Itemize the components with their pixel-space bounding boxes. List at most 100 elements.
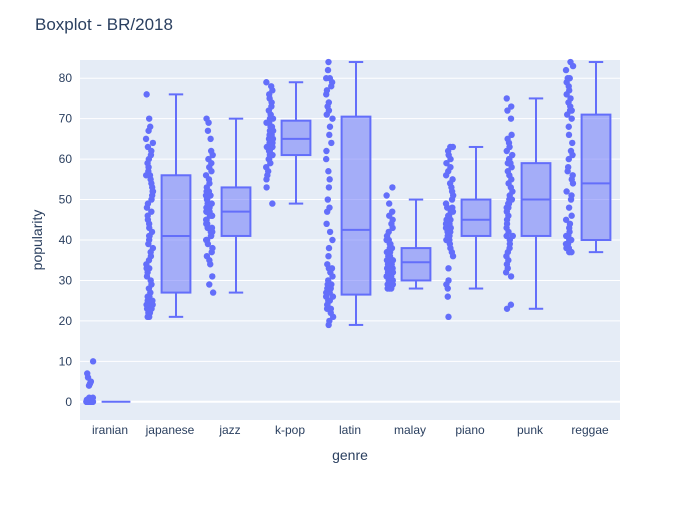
data-points bbox=[83, 58, 577, 405]
y-tick-label: 0 bbox=[65, 395, 72, 409]
data-point-jazz bbox=[209, 289, 217, 296]
data-point-jazz bbox=[202, 172, 210, 179]
data-point-reggae bbox=[567, 58, 574, 66]
data-point-reggae bbox=[565, 155, 572, 163]
data-point-latin bbox=[323, 220, 330, 228]
data-point-latin bbox=[324, 66, 332, 74]
data-point-punk bbox=[507, 301, 515, 308]
data-point-japanese bbox=[145, 115, 153, 122]
box-jazz bbox=[220, 117, 252, 294]
chart-title: Boxplot - BR/2018 bbox=[35, 15, 173, 34]
data-point-reggae bbox=[562, 216, 570, 223]
box-latin bbox=[340, 61, 372, 326]
data-point-reggae bbox=[565, 131, 573, 139]
data-point-iranian bbox=[89, 358, 97, 365]
data-point-reggae bbox=[565, 123, 572, 130]
data-point-punk bbox=[509, 232, 516, 240]
data-point-k-pop bbox=[269, 200, 276, 207]
data-point-piano bbox=[447, 163, 454, 171]
box-iqr-piano bbox=[460, 198, 492, 237]
data-point-piano bbox=[445, 265, 452, 272]
data-point-jazz bbox=[204, 127, 212, 134]
data-point-reggae bbox=[567, 147, 575, 155]
y-tick-label: 20 bbox=[59, 314, 73, 328]
data-point-japanese bbox=[143, 91, 150, 98]
data-point-jazz bbox=[202, 216, 210, 223]
box-punk bbox=[520, 97, 552, 310]
data-point-iranian bbox=[84, 370, 91, 377]
data-point-piano bbox=[449, 204, 456, 211]
data-point-punk bbox=[504, 107, 511, 114]
data-point-piano bbox=[445, 313, 452, 321]
data-point-reggae bbox=[567, 95, 574, 102]
x-tick-label-malay: malay bbox=[394, 423, 426, 437]
box-malay bbox=[400, 198, 432, 290]
x-tick-label-reggae: reggae bbox=[571, 423, 609, 437]
data-point-reggae bbox=[563, 188, 570, 195]
data-point-latin bbox=[325, 184, 333, 191]
data-point-jazz bbox=[203, 252, 211, 260]
data-point-punk bbox=[504, 168, 512, 175]
data-point-jazz bbox=[209, 273, 216, 280]
x-tick-label-jazz: jazz bbox=[218, 423, 240, 437]
box-reggae bbox=[580, 61, 612, 254]
data-point-japanese bbox=[142, 135, 150, 143]
x-axis-title: genre bbox=[332, 447, 368, 463]
data-point-punk bbox=[503, 95, 510, 102]
data-point-japanese bbox=[144, 143, 152, 151]
x-axis-ticks: iranian japanese jazz k-pop latin malay piano p… bbox=[92, 423, 609, 437]
data-point-reggae bbox=[568, 212, 575, 219]
data-point-iranian bbox=[89, 394, 97, 401]
data-point-reggae bbox=[562, 66, 570, 74]
x-tick-label-punk: punk bbox=[517, 423, 544, 437]
data-point-k-pop bbox=[263, 79, 270, 86]
data-point-jazz bbox=[208, 200, 215, 207]
box-iqr-malay bbox=[400, 247, 432, 282]
data-point-k-pop bbox=[263, 184, 270, 191]
box-iqr-reggae bbox=[580, 113, 612, 241]
data-point-piano bbox=[442, 200, 450, 207]
data-point-jazz bbox=[205, 155, 212, 163]
data-point-jazz bbox=[209, 244, 216, 252]
data-point-latin bbox=[323, 147, 330, 155]
data-point-latin bbox=[322, 155, 330, 163]
data-point-piano bbox=[449, 176, 456, 183]
data-point-latin bbox=[328, 139, 335, 147]
data-point-reggae bbox=[564, 75, 571, 82]
boxes bbox=[101, 61, 612, 403]
data-point-punk bbox=[508, 103, 515, 110]
y-axis-title: popularity bbox=[29, 210, 45, 271]
data-point-latin bbox=[325, 252, 332, 260]
data-point-japanese bbox=[148, 208, 155, 215]
x-tick-label-piano: piano bbox=[455, 423, 485, 437]
data-point-piano bbox=[443, 159, 450, 167]
data-point-latin bbox=[323, 87, 331, 94]
data-point-latin bbox=[326, 317, 333, 325]
data-point-reggae bbox=[568, 192, 575, 199]
data-point-punk bbox=[503, 305, 511, 312]
data-point-jazz bbox=[203, 115, 210, 122]
data-point-malay bbox=[385, 228, 392, 236]
data-point-latin bbox=[326, 204, 333, 211]
y-axis-ticks: 0 10 20 30 40 50 60 70 80 bbox=[59, 71, 73, 409]
data-point-latin bbox=[325, 58, 332, 66]
data-point-latin bbox=[325, 244, 333, 252]
data-point-jazz bbox=[208, 224, 216, 232]
data-point-latin bbox=[328, 265, 336, 272]
data-point-latin bbox=[326, 123, 334, 130]
x-tick-label-japanese: japanese bbox=[145, 423, 195, 437]
data-point-reggae bbox=[566, 220, 574, 228]
box-k-pop bbox=[280, 81, 312, 205]
x-tick-label-k-pop: k-pop bbox=[275, 423, 305, 437]
y-tick-label: 40 bbox=[59, 233, 73, 247]
data-point-latin bbox=[325, 168, 332, 175]
data-point-latin bbox=[326, 228, 334, 236]
data-point-reggae bbox=[564, 163, 572, 171]
data-point-k-pop bbox=[263, 163, 270, 171]
box-japanese bbox=[160, 93, 192, 318]
data-point-latin bbox=[326, 75, 334, 82]
y-tick-label: 60 bbox=[59, 152, 73, 166]
data-point-reggae bbox=[565, 204, 573, 211]
data-point-punk bbox=[504, 135, 511, 143]
